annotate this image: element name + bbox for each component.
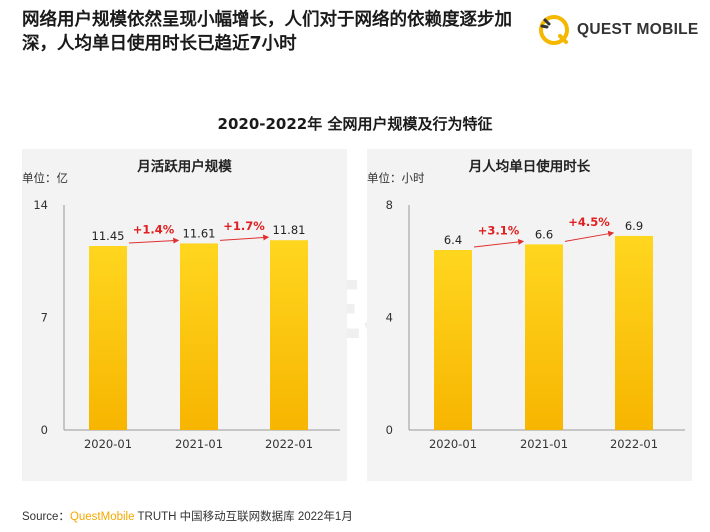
growth-label: +1.4% [133, 222, 175, 236]
source-prefix: Source： [22, 511, 70, 523]
bar-value-label: 11.45 [92, 229, 125, 243]
panel-daily-usage-time: 月人均单日使用时长 0 4 8 6.4 2020-01 6.6 2021-01 6.9 2022… [367, 149, 692, 481]
x-tick-label: 2021-01 [520, 437, 568, 451]
growth-arrow [564, 230, 615, 242]
growth-arrow [473, 238, 525, 248]
bar [180, 243, 218, 430]
bar [525, 244, 563, 430]
mau-bar-chart: 0 7 14 11.45 2020-01 11.61 2021-01 11.81 2022-01… [33, 198, 340, 451]
usage-time-bar-chart: 0 4 8 6.4 2020-01 6.6 2021-01 6.9 2022-01 +3.1% +4… [386, 198, 685, 451]
source-rest: TRUTH 中国移动互联网数据库 2022年1月 [134, 511, 353, 523]
logo-icon [539, 15, 569, 45]
growth-label: +3.1% [478, 223, 520, 237]
bar [89, 245, 127, 430]
bar-value-label: 6.4 [444, 233, 462, 247]
growth-arrow [128, 237, 180, 244]
growth-label: +1.7% [223, 219, 265, 233]
headline: 网络用户规模依然呈现小幅增长，人们对于网络的依赖度逐步加深，人均单日使用时长已趋… [22, 10, 512, 54]
y-tick-label: 7 [41, 311, 48, 325]
source-brand: QuestMobile [69, 511, 135, 523]
unit-label-right: 单位：小时 [367, 171, 425, 185]
growth-arrow [219, 234, 270, 241]
x-tick-label: 2022-01 [265, 437, 313, 451]
growth-label: +4.5% [568, 215, 610, 229]
x-tick-label: 2021-01 [175, 437, 223, 451]
panel-monthly-active-users: 月活跃用户规模 0 7 14 11.45 2020-01 11.61 2021-01 11.8… [22, 149, 347, 481]
x-tick-label: 2020-01 [84, 437, 132, 451]
y-tick-label: 14 [33, 198, 48, 212]
x-tick-label: 2022-01 [610, 437, 658, 451]
source-footer: Source：QuestMobile TRUTH 中国移动互联网数据库 2022… [22, 508, 353, 524]
y-tick-label: 0 [386, 423, 393, 437]
bar-value-label: 11.81 [273, 223, 306, 237]
bar-value-label: 11.61 [183, 226, 216, 240]
y-tick-label: 0 [41, 423, 48, 437]
bar [434, 250, 472, 430]
y-tick-label: 8 [386, 198, 393, 212]
x-tick-label: 2020-01 [429, 437, 477, 451]
bar-value-label: 6.6 [535, 227, 553, 241]
main-chart-title: 2020-2022年 全网用户规模及行为特征 [217, 115, 493, 133]
panel-title: 月人均单日使用时长 [468, 159, 591, 175]
bar [615, 235, 653, 430]
logo-text: QUEST MOBILE [577, 21, 699, 38]
panel-title: 月活跃用户规模 [137, 159, 232, 175]
bar-value-label: 6.9 [625, 219, 643, 233]
questmobile-logo: QUEST MOBILE [538, 14, 699, 46]
bar [270, 240, 308, 430]
y-tick-label: 4 [386, 311, 393, 325]
unit-label-left: 单位：亿 [22, 171, 68, 185]
